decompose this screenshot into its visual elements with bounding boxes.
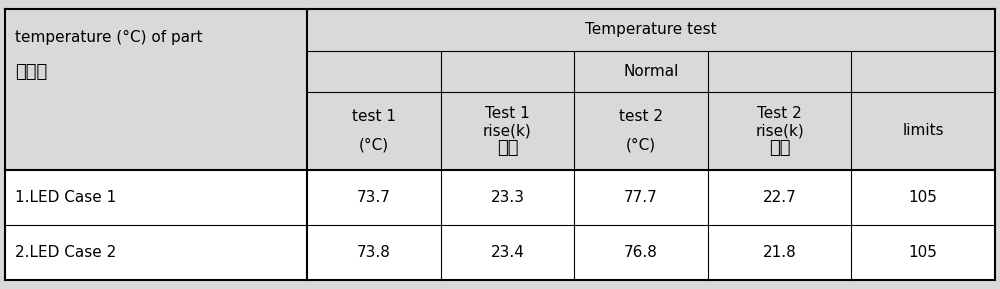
Text: 温升: 温升	[769, 139, 790, 157]
Text: 73.7: 73.7	[357, 190, 391, 205]
Text: Normal: Normal	[623, 64, 679, 79]
Text: Temperature test: Temperature test	[585, 22, 717, 37]
Text: 23.3: 23.3	[490, 190, 524, 205]
Text: (°C): (°C)	[359, 138, 389, 153]
Text: temperature (°C) of part: temperature (°C) of part	[15, 30, 202, 45]
Text: (°C): (°C)	[626, 138, 656, 153]
Text: 温升: 温升	[497, 139, 518, 157]
Text: 76.8: 76.8	[624, 245, 658, 260]
Text: 2.LED Case 2: 2.LED Case 2	[15, 245, 116, 260]
Bar	[5, 170, 995, 225]
Text: test 1: test 1	[352, 109, 396, 124]
Text: test 2: test 2	[619, 109, 663, 124]
Text: rise(k): rise(k)	[483, 123, 532, 138]
Text: 73.8: 73.8	[357, 245, 391, 260]
Text: 22.7: 22.7	[763, 190, 797, 205]
Text: 77.7: 77.7	[624, 190, 658, 205]
Text: 21.8: 21.8	[763, 245, 797, 260]
Text: rise(k): rise(k)	[755, 123, 804, 138]
Text: 105: 105	[909, 245, 938, 260]
Text: limits: limits	[902, 123, 944, 138]
Text: 1.LED Case 1: 1.LED Case 1	[15, 190, 116, 205]
Bar	[5, 225, 995, 280]
Text: 测试点: 测试点	[15, 63, 47, 81]
Text: 23.4: 23.4	[490, 245, 524, 260]
Text: Test 2: Test 2	[757, 106, 802, 121]
Text: Test 1: Test 1	[485, 106, 530, 121]
Text: 105: 105	[909, 190, 938, 205]
